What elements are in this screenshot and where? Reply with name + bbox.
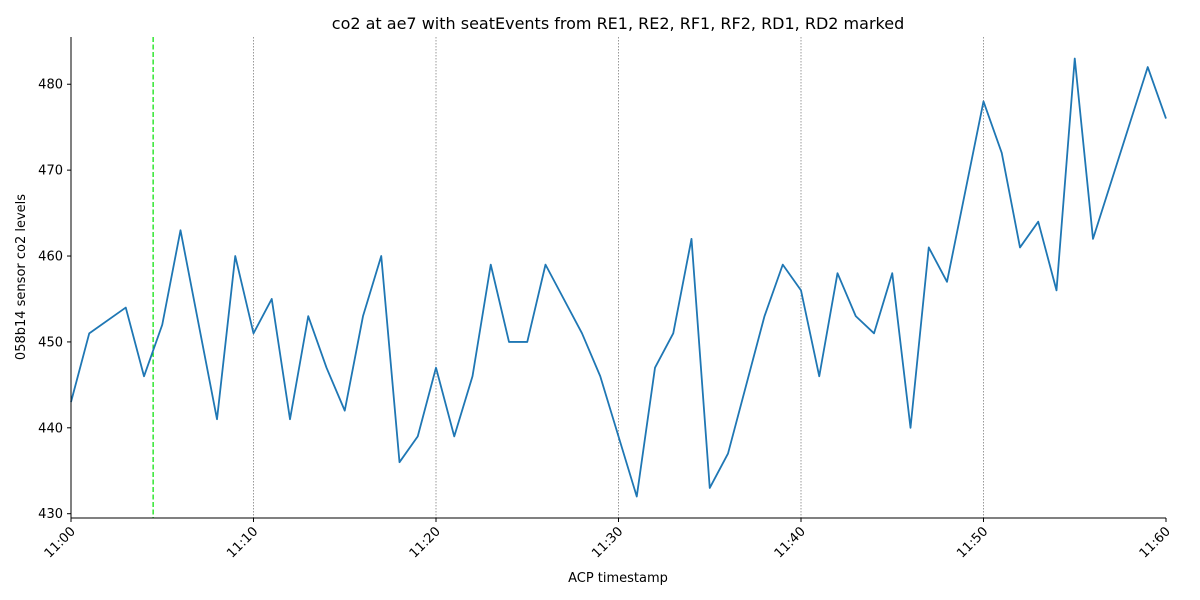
y-tick-label: 480: [38, 78, 63, 93]
x-tick-label: 11:40: [772, 524, 809, 561]
y-tick-label: 470: [38, 164, 63, 179]
x-tick-label: 11:00: [42, 524, 79, 561]
y-axis-label: 058b14 sensor co2 levels: [14, 194, 29, 360]
x-axis-label: ACP timestamp: [568, 571, 668, 586]
y-tick-label: 440: [38, 421, 63, 436]
y-tick-label: 460: [38, 250, 63, 265]
y-tick-label: 430: [38, 507, 63, 522]
grid-lines: [253, 37, 984, 518]
chart-title: co2 at ae7 with seatEvents from RE1, RE2…: [332, 14, 904, 33]
x-tick-label: 11:20: [407, 524, 444, 561]
x-tick-label: 11:60: [1137, 524, 1174, 561]
tick-labels: 430 440 450 460 470 480 11:00 11:10 11:20 11:30 11…: [38, 78, 1174, 562]
x-tick-label: 11:10: [224, 524, 261, 561]
series-layer: [70, 57, 1167, 498]
x-tick-label: 11:30: [589, 524, 626, 561]
y-tick-label: 450: [38, 335, 63, 350]
co2-series-line: [70, 57, 1167, 498]
x-tick-label: 11:50: [954, 524, 991, 561]
